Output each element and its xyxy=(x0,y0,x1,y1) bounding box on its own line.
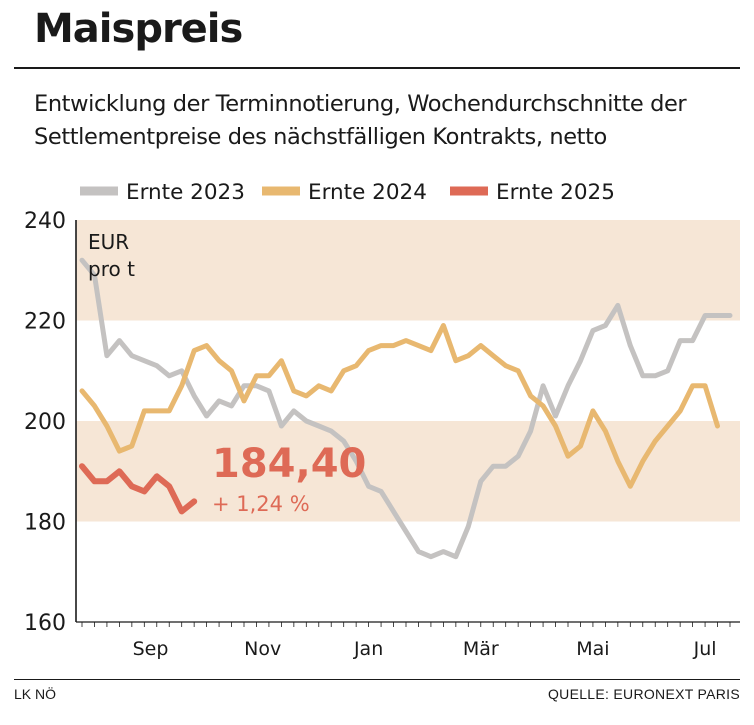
footer-divider xyxy=(14,679,740,680)
x-month-label: Jul xyxy=(693,638,717,660)
y-tick-label: 160 xyxy=(24,611,66,636)
current-price-label: 184,40 xyxy=(212,441,366,487)
title-divider xyxy=(14,67,740,69)
unit-label: EUR xyxy=(88,230,129,254)
footer-publisher: LK NÖ xyxy=(14,686,57,702)
y-tick-label: 220 xyxy=(24,310,66,335)
x-month-label: Jan xyxy=(353,638,383,660)
chart-labels: EUR pro t 184,40 + 1,24 % xyxy=(88,230,366,516)
series-lines xyxy=(79,257,733,560)
series-line-ernte-2025 xyxy=(79,463,198,515)
footer-source: QUELLE: EURONEXT PARIS xyxy=(547,686,740,702)
chart-title: Maispreis xyxy=(34,6,243,52)
legend-label: Ernte 2024 xyxy=(308,180,427,205)
chart-legend: Ernte 2023 Ernte 2024 Ernte 2025 xyxy=(80,180,615,205)
y-tick-label: 180 xyxy=(24,511,66,536)
legend-label: Ernte 2025 xyxy=(496,180,615,205)
unit-label: pro t xyxy=(88,257,135,281)
x-month-label: Sep xyxy=(133,638,169,660)
series-line-ernte-2024 xyxy=(79,323,720,489)
series-line-ernte-2023 xyxy=(79,257,733,560)
y-tick-label: 240 xyxy=(24,209,66,234)
chart-axes: 160 180 200 220 240 Sep Nov Jan Mär Mai Jul xyxy=(24,209,740,660)
x-month-label: Mär xyxy=(463,638,499,660)
price-change-label: + 1,24 % xyxy=(212,492,310,516)
legend-label: Ernte 2023 xyxy=(126,180,245,205)
chart-subtitle: Entwicklung der Terminnotierung, Wochend… xyxy=(34,91,687,150)
x-month-label: Mai xyxy=(576,638,609,660)
y-tick-label: 200 xyxy=(24,410,66,435)
x-month-label: Nov xyxy=(244,638,281,660)
value-band-1 xyxy=(76,220,740,321)
